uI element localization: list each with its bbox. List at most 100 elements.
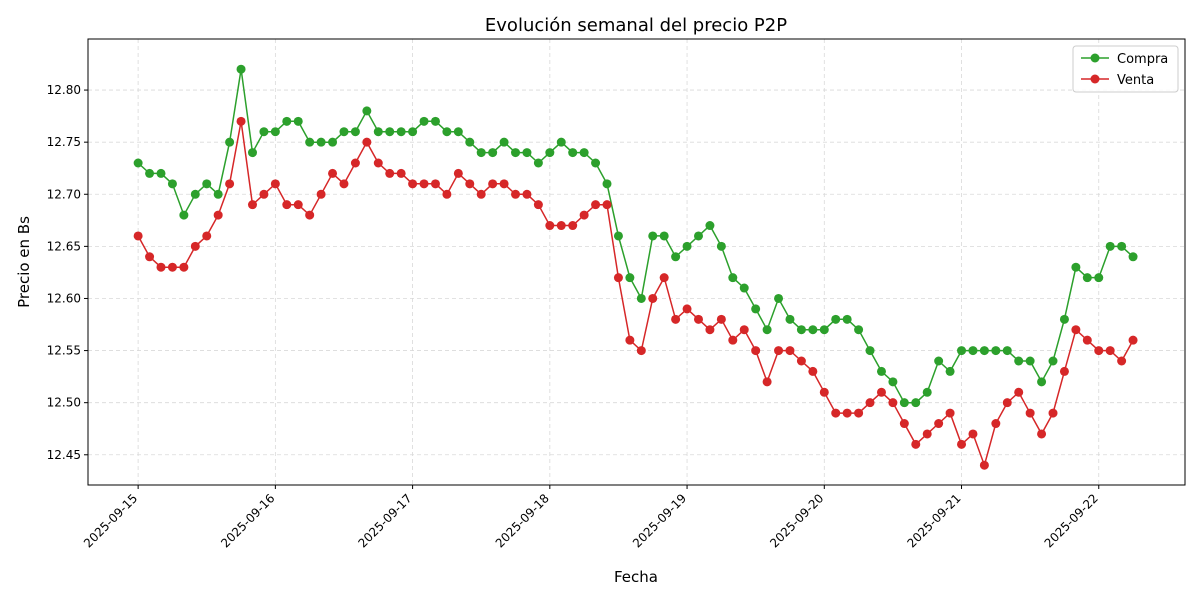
data-point-compra (362, 106, 372, 116)
data-point-venta (442, 189, 452, 199)
data-point-compra (911, 398, 921, 408)
data-point-venta (270, 179, 280, 189)
series-line-compra (137, 69, 1134, 404)
y-tick-label: 12.75 (47, 135, 81, 149)
data-point-compra (339, 127, 349, 137)
data-point-venta (1117, 356, 1127, 366)
data-point-venta (465, 179, 475, 189)
y-tick-label: 12.65 (47, 239, 81, 253)
data-point-compra (385, 127, 395, 137)
data-point-venta (762, 377, 772, 387)
data-point-venta (1048, 408, 1058, 418)
data-point-venta (350, 158, 360, 168)
data-point-compra (774, 293, 784, 303)
legend: Compra Venta (1072, 45, 1179, 93)
data-point-venta (339, 179, 349, 189)
data-point-compra (556, 137, 566, 147)
data-point-venta (728, 335, 738, 345)
data-point-compra (876, 366, 886, 376)
data-point-compra (225, 137, 235, 147)
data-point-venta (579, 210, 589, 220)
data-point-compra (579, 148, 589, 158)
data-point-compra (1014, 356, 1024, 366)
data-point-compra (293, 116, 303, 126)
data-point-compra (202, 179, 212, 189)
data-point-compra (865, 346, 875, 356)
data-point-compra (396, 127, 406, 137)
data-point-venta (545, 221, 555, 231)
data-point-venta (236, 116, 246, 126)
data-point-venta (1071, 325, 1081, 335)
data-point-compra (945, 366, 955, 376)
data-point-compra (796, 325, 806, 335)
data-point-venta (1082, 335, 1092, 345)
data-point-venta (373, 158, 383, 168)
data-point-venta (705, 325, 715, 335)
data-point-compra (1037, 377, 1047, 387)
data-point-compra (179, 210, 189, 220)
data-point-venta (179, 262, 189, 272)
data-point-venta (854, 408, 864, 418)
series-line-venta (137, 121, 1134, 468)
data-point-compra (739, 283, 749, 293)
data-point-compra (259, 127, 269, 137)
data-point-compra (282, 116, 292, 126)
data-point-compra (636, 293, 646, 303)
data-point-venta (648, 293, 658, 303)
data-point-compra (751, 304, 761, 314)
data-point-venta (225, 179, 235, 189)
data-point-venta (613, 273, 623, 283)
data-point-compra (682, 241, 692, 251)
data-point-venta (1002, 398, 1012, 408)
data-point-venta (1128, 335, 1138, 345)
data-point-compra (167, 179, 177, 189)
data-point-compra (133, 158, 143, 168)
data-point-compra (453, 127, 463, 137)
data-point-compra (430, 116, 440, 126)
data-point-compra (648, 231, 658, 241)
data-point-compra (899, 398, 909, 408)
data-point-venta (1037, 429, 1047, 439)
data-point-venta (430, 179, 440, 189)
data-point-venta (899, 419, 909, 429)
data-point-compra (854, 325, 864, 335)
data-point-compra (602, 179, 612, 189)
data-point-venta (957, 439, 967, 449)
data-point-venta (522, 189, 532, 199)
data-point-venta (259, 189, 269, 199)
data-point-venta (602, 200, 612, 210)
data-point-compra (442, 127, 452, 137)
data-point-compra (1105, 241, 1115, 251)
y-tick-label: 12.55 (47, 344, 81, 358)
data-point-venta (1059, 366, 1069, 376)
data-point-venta (625, 335, 635, 345)
data-point-compra (1128, 252, 1138, 262)
data-point-compra (305, 137, 315, 147)
data-point-compra (785, 314, 795, 324)
data-point-compra (270, 127, 280, 137)
data-point-compra (213, 189, 223, 199)
data-point-venta (979, 460, 989, 470)
data-point-compra (831, 314, 841, 324)
data-point-compra (957, 346, 967, 356)
data-point-compra (762, 325, 772, 335)
data-point-compra (819, 325, 829, 335)
data-point-venta (716, 314, 726, 324)
legend-venta-marker (1090, 74, 1100, 84)
data-point-venta (156, 262, 166, 272)
data-point-compra (1117, 241, 1127, 251)
data-point-compra (156, 168, 166, 178)
data-point-venta (568, 221, 578, 231)
data-point-compra (1094, 273, 1104, 283)
data-point-compra (659, 231, 669, 241)
data-point-venta (167, 262, 177, 272)
data-point-venta (282, 200, 292, 210)
data-point-compra (488, 148, 498, 158)
data-point-compra (716, 241, 726, 251)
data-point-venta (396, 168, 406, 178)
data-point-compra (522, 148, 532, 158)
data-point-compra (373, 127, 383, 137)
data-point-venta (213, 210, 223, 220)
data-point-venta (682, 304, 692, 314)
data-point-compra (545, 148, 555, 158)
